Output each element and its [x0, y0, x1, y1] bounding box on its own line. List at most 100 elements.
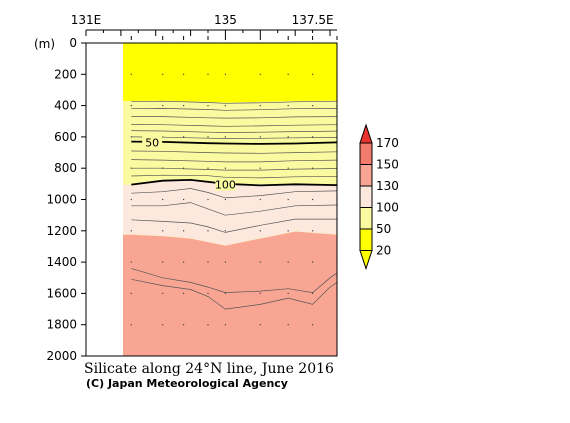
contour-fill-regions — [86, 43, 337, 356]
sample-point — [162, 324, 164, 326]
sample-point — [183, 230, 185, 232]
y-axis-label: (m) — [34, 37, 55, 51]
sample-point — [312, 136, 314, 138]
sample-point — [287, 230, 289, 232]
sample-point — [162, 167, 164, 169]
contour-line — [131, 202, 337, 216]
sample-point — [287, 324, 289, 326]
sample-point — [224, 73, 226, 75]
sample-point — [207, 73, 209, 75]
sample-point — [224, 230, 226, 232]
sample-point — [162, 292, 164, 294]
sample-point — [183, 324, 185, 326]
y-tick-label: 1800 — [46, 318, 77, 332]
sample-point — [162, 198, 164, 201]
sample-point — [207, 324, 209, 326]
contour-line — [131, 116, 337, 119]
sample-point — [130, 136, 132, 138]
sample-point — [287, 73, 289, 75]
sample-point — [259, 105, 261, 107]
sample-point — [130, 261, 132, 263]
sample-point — [162, 230, 164, 232]
contour-line — [131, 150, 337, 154]
sample-point — [162, 261, 164, 263]
sample-point — [207, 136, 209, 138]
colorbar: 170 150 130 100 50 20 — [359, 123, 399, 271]
colorbar-swatch — [359, 207, 373, 230]
y-tick-label: 2000 — [46, 349, 77, 363]
y-tick-label: 200 — [54, 67, 77, 81]
x-tick-label: 131E — [71, 13, 102, 27]
sample-point — [224, 292, 226, 294]
y-tick-label: 0 — [69, 36, 77, 50]
contour-labels: 50 100 — [142, 136, 236, 192]
sample-point — [130, 167, 132, 169]
sample-point — [207, 167, 209, 169]
sample-point — [312, 324, 314, 326]
sample-point — [162, 105, 164, 107]
contour-line — [131, 268, 337, 293]
sample-point — [130, 230, 132, 232]
sample-point — [312, 198, 314, 201]
sample-point — [259, 198, 261, 201]
chart-title: Silicate along 24°N line, June 2016 — [84, 361, 334, 377]
y-tick-label: 1200 — [46, 224, 77, 238]
colorbar-swatch — [359, 164, 373, 187]
land-mask — [86, 43, 123, 356]
top-axis: 131E 135 137.5E — [71, 13, 338, 40]
x-tick-label: 137.5E — [292, 13, 334, 27]
sample-point — [224, 198, 226, 201]
colorbar-label: 50 — [376, 222, 391, 236]
sample-point — [312, 73, 314, 75]
sample-point — [183, 292, 185, 294]
sample-point — [259, 73, 261, 75]
colorbar-label: 170 — [376, 136, 399, 150]
sample-point — [224, 261, 226, 263]
colorbar-bottom-arrow — [359, 250, 373, 271]
contour-label-bg — [215, 178, 236, 191]
sample-point — [312, 292, 314, 294]
sample-point — [130, 198, 132, 201]
sample-point — [130, 324, 132, 326]
sample-point — [183, 167, 185, 169]
x-tick-label: 135 — [214, 13, 237, 27]
contour-label: 100 — [215, 179, 236, 192]
sample-point — [130, 105, 132, 107]
contour-line — [131, 124, 337, 127]
contour-label: 50 — [145, 136, 159, 149]
colorbar-swatch — [359, 228, 373, 251]
contour-line — [131, 108, 337, 111]
sample-point — [183, 198, 185, 201]
colorbar-label: 20 — [376, 244, 391, 258]
contour-label-bg — [142, 136, 163, 149]
sample-point — [162, 136, 164, 138]
sample-point — [312, 261, 314, 263]
sample-point — [130, 73, 132, 75]
fill-from-100 — [86, 179, 337, 246]
colorbar-swatch — [359, 142, 373, 165]
sample-point — [287, 292, 289, 294]
sample-point — [130, 292, 132, 294]
sample-point — [183, 136, 185, 138]
sample-point — [224, 136, 226, 138]
fill-from-130 — [86, 231, 337, 356]
sample-point — [259, 324, 261, 326]
sample-point — [287, 261, 289, 263]
sample-point — [312, 230, 314, 232]
sample-point — [287, 105, 289, 107]
contour-line — [131, 218, 337, 233]
y-tick-label: 800 — [54, 161, 77, 175]
sample-point — [224, 324, 226, 326]
sample-point — [183, 73, 185, 75]
sample-point — [259, 167, 261, 169]
sample-point — [259, 261, 261, 263]
colorbar-label: 100 — [376, 201, 399, 215]
sample-point — [259, 136, 261, 138]
sample-point — [312, 105, 314, 107]
sample-point — [224, 167, 226, 169]
left-axis: 0 200 400 600 800 1000 1200 1400 1600 1800 2000 — [46, 36, 86, 363]
sample-point — [224, 105, 226, 107]
sample-point — [162, 73, 164, 75]
sample-point — [287, 136, 289, 138]
